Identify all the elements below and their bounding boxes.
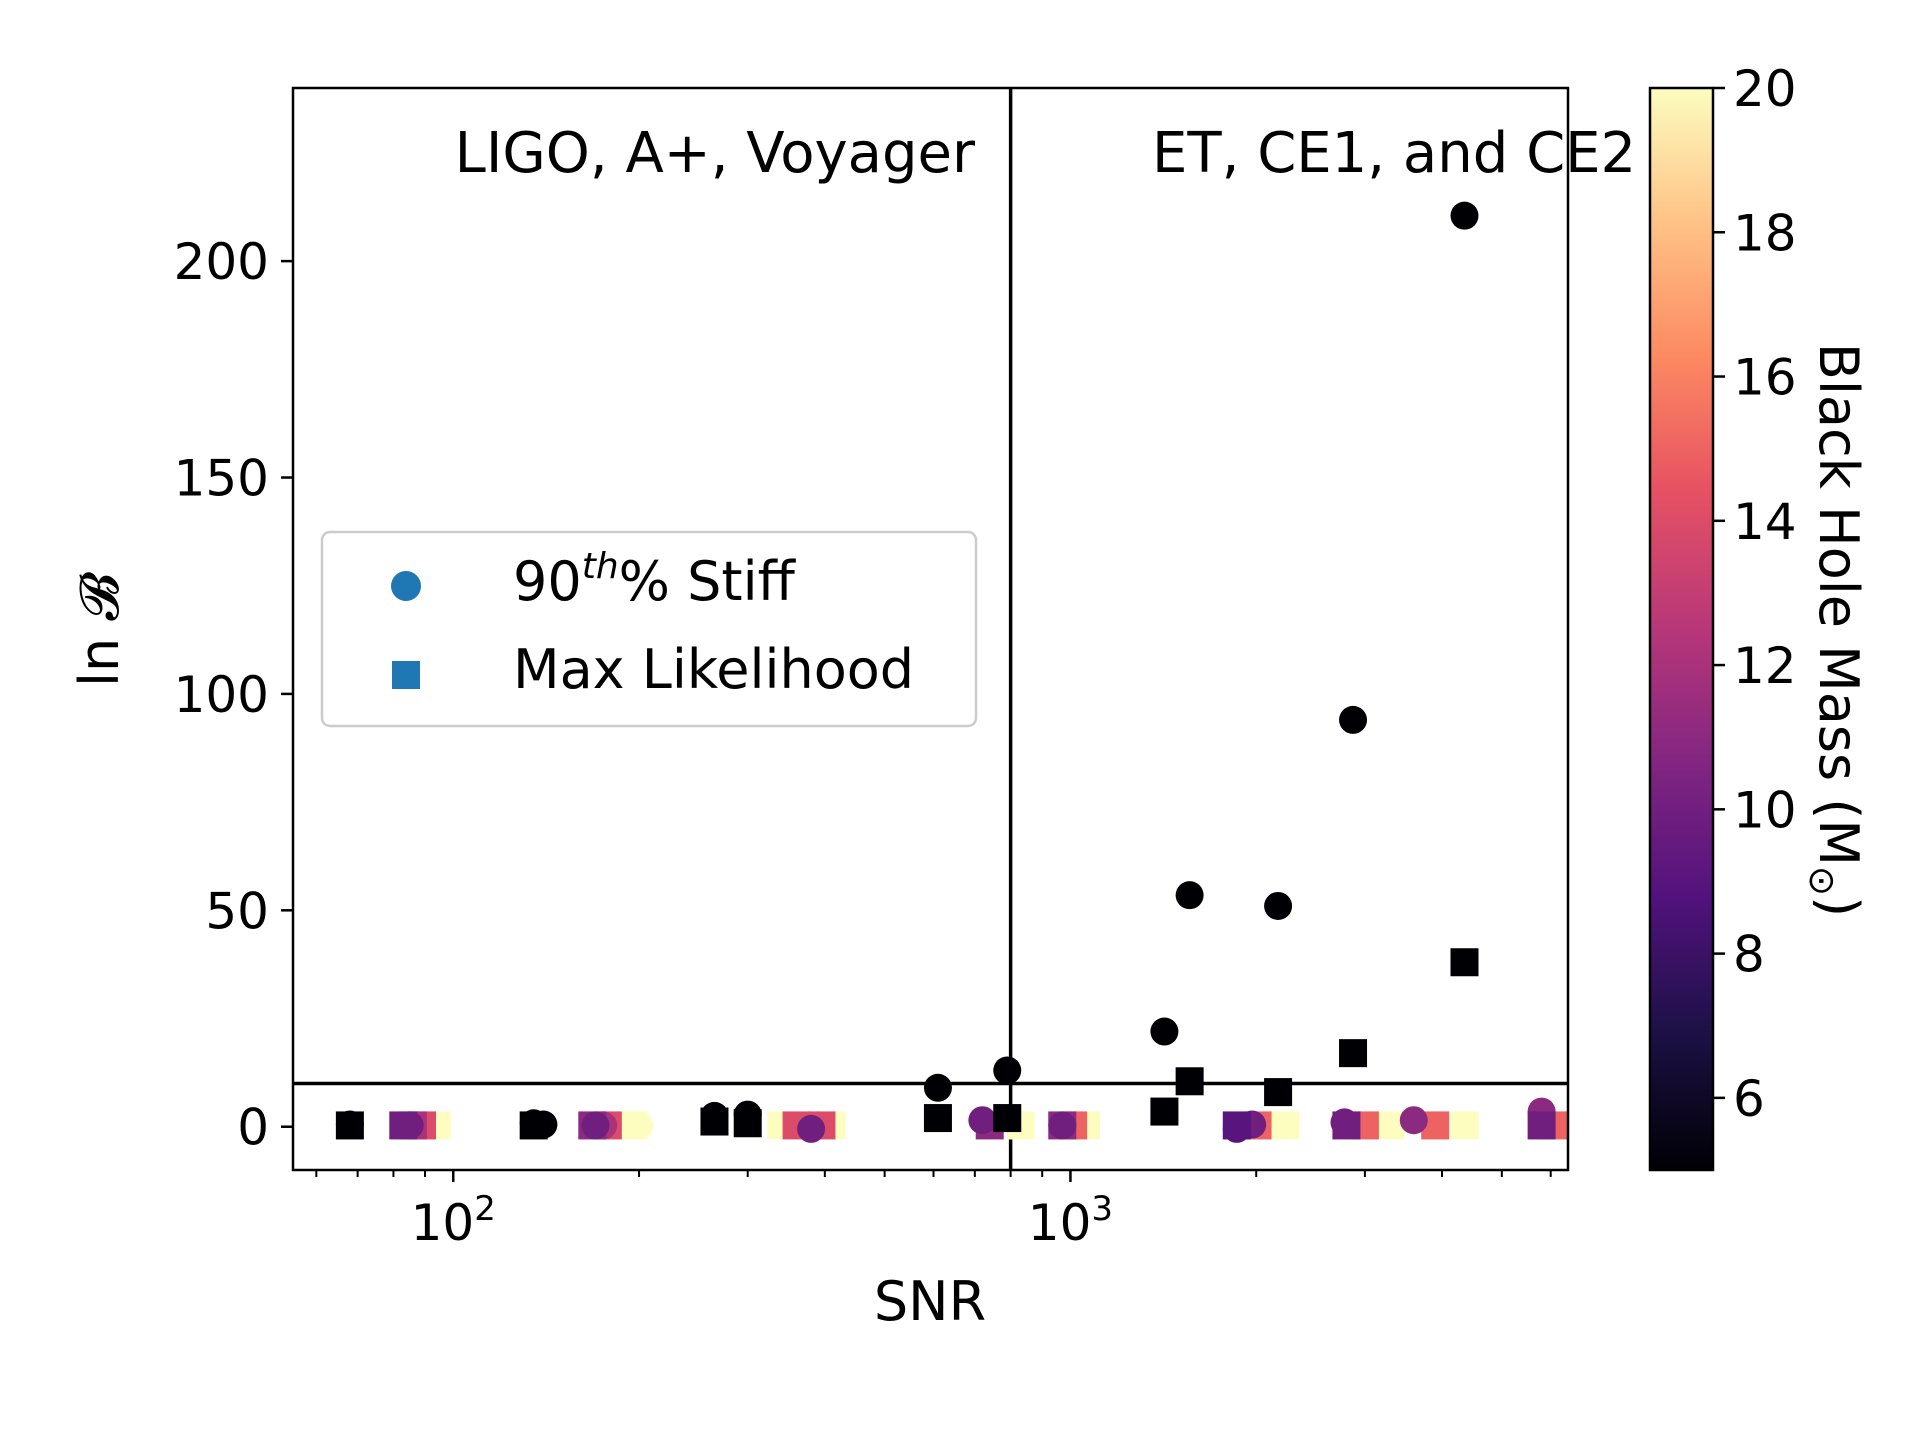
colorbar-tick-label: 6: [1733, 1070, 1765, 1128]
data-point-square: [1450, 948, 1479, 977]
data-point-circle: [1264, 891, 1293, 920]
data-point-circle: [797, 1114, 826, 1143]
data-point-circle: [1450, 201, 1479, 230]
colorbar-tick-label: 12: [1733, 637, 1797, 695]
data-point-square: [993, 1104, 1022, 1133]
data-point-circle: [1399, 1106, 1428, 1135]
data-point-square: [1332, 1111, 1361, 1140]
legend-box: [320, 530, 978, 728]
colorbar-tick-label: 20: [1733, 60, 1797, 118]
data-point-square: [389, 1111, 418, 1140]
legend-label-stiff: 90th% Stiff: [513, 546, 797, 613]
region-label-right: ET, CE1, and CE2: [1152, 121, 1636, 186]
data-point-circle: [1175, 881, 1204, 910]
colorbar-label: Black Hole Mass (M⊙): [1801, 343, 1870, 917]
legend-circle-marker: [391, 571, 421, 601]
y-tick-label: 50: [205, 882, 269, 940]
data-point-circle: [968, 1106, 997, 1135]
data-point-circle: [581, 1111, 610, 1140]
colorbar-ticks: 6 8 10 12 14 16 18 20: [1713, 60, 1797, 1128]
colorbar-tick-label: 10: [1733, 781, 1797, 839]
colorbar-gradient: [1648, 86, 1715, 1172]
data-point-circle: [923, 1073, 952, 1102]
colorbar-tick-label: 16: [1733, 349, 1797, 407]
data-point-square: [1175, 1067, 1204, 1096]
data-point-square: [335, 1111, 364, 1140]
data-point-square: [1264, 1078, 1293, 1107]
x-tick-label: 102: [411, 1189, 496, 1252]
data-point-square: [619, 1111, 648, 1140]
colorbar-tick-label: 8: [1733, 926, 1765, 984]
y-axis-ticks: 0 50 100 150 200: [174, 233, 293, 1157]
colorbar: 6 8 10 12 14 16 18 20 Black Hole Mass (M⊙): [1648, 60, 1870, 1172]
y-tick-label: 100: [174, 666, 269, 724]
data-point-circle: [1150, 1017, 1179, 1046]
x-axis-ticks: 102 103: [315, 1170, 1552, 1252]
data-point-circle: [1048, 1111, 1077, 1140]
colorbar-tick-label: 14: [1733, 493, 1797, 551]
y-tick-label: 0: [237, 1099, 269, 1157]
legend-label-max-likelihood: Max Likelihood: [513, 638, 914, 701]
data-point-square: [1450, 1111, 1479, 1140]
data-point-square: [700, 1107, 729, 1136]
region-label-left: LIGO, A+, Voyager: [455, 121, 976, 186]
x-tick-label: 103: [1028, 1189, 1113, 1252]
data-point-circle: [993, 1056, 1022, 1085]
legend: 90th% Stiff Max Likelihood: [320, 530, 978, 728]
data-points: [335, 201, 1568, 1143]
legend-square-marker: [392, 661, 420, 689]
data-point-square: [1271, 1111, 1300, 1140]
data-point-square: [1339, 1039, 1368, 1068]
y-tick-label: 200: [174, 233, 269, 291]
x-axis-label: SNR: [874, 1270, 986, 1333]
data-point-square: [1222, 1111, 1251, 1140]
y-axis-label: ln 𝓑: [68, 572, 131, 687]
data-point-square: [1150, 1097, 1179, 1126]
y-tick-label: 150: [174, 450, 269, 508]
data-point-square: [1376, 1111, 1405, 1140]
data-point-square: [923, 1104, 952, 1133]
data-point-square: [1527, 1111, 1556, 1140]
data-point-circle: [1339, 705, 1368, 734]
plot-frame: [291, 86, 1570, 1172]
data-point-square: [733, 1109, 762, 1138]
colorbar-tick-label: 18: [1733, 204, 1797, 262]
data-point-square: [519, 1111, 548, 1140]
